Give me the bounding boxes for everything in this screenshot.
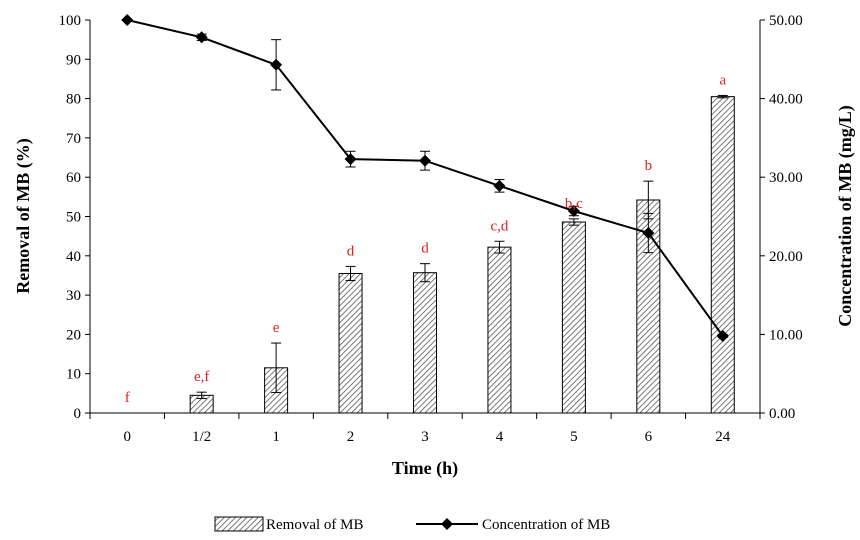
line-point	[493, 179, 506, 192]
line-point	[419, 154, 431, 167]
significance-label: a	[719, 72, 726, 88]
line-point	[567, 204, 580, 217]
legend: Removal of MB Concentration of MB	[214, 516, 610, 533]
y-left-tick-label: 100	[59, 13, 82, 29]
significance-label: b,c	[565, 196, 583, 212]
line-point	[716, 329, 729, 342]
line-point	[121, 14, 134, 26]
y-axis-right-title: Concentration of MB (mg/L)	[835, 105, 856, 326]
x-tick-label: 0	[123, 429, 131, 445]
significance-label: c,d	[490, 218, 508, 234]
y-left-tick-label: 60	[66, 170, 81, 186]
legend-diamond-marker	[441, 518, 453, 530]
y-left-tick-label: 70	[66, 131, 81, 147]
x-tick-label: 1	[272, 429, 280, 445]
y-left-tick-label: 10	[66, 367, 81, 383]
x-tick-label: 3	[421, 429, 429, 445]
line-point	[344, 153, 357, 166]
bars-layer	[189, 96, 735, 414]
line-point	[270, 58, 283, 71]
bar	[561, 221, 586, 414]
y-right-tick-label: 40.00	[769, 92, 803, 108]
axes-layer: 01020304050607080901000.0010.0020.0030.0…	[59, 13, 803, 445]
x-tick-label: 4	[496, 429, 504, 445]
line-point	[195, 31, 208, 44]
legend-label-removal: Removal of MB	[266, 517, 364, 533]
y-left-tick-label: 40	[66, 249, 81, 265]
y-right-tick-label: 0.00	[769, 406, 795, 422]
y-right-tick-label: 30.00	[769, 170, 803, 186]
y-left-tick-label: 50	[66, 210, 81, 226]
bar	[413, 272, 437, 414]
y-axis-left-title: Removal of MB (%)	[13, 138, 34, 293]
legend-bar-swatch	[214, 516, 264, 532]
y-left-tick-label: 20	[66, 327, 81, 343]
x-tick-label: 5	[570, 429, 578, 445]
y-left-tick-label: 0	[74, 406, 82, 422]
significance-label: b	[645, 158, 653, 174]
significance-label: e	[273, 320, 280, 336]
significance-label: d	[421, 241, 429, 257]
labels-layer: f e,f e d d c,d b,c b a	[125, 72, 727, 406]
x-tick-label: 2	[347, 429, 355, 445]
bar	[487, 246, 512, 414]
bar	[710, 96, 735, 414]
line-layer	[121, 14, 729, 342]
x-tick-label: 1/2	[192, 429, 211, 445]
bar-errors-layer	[196, 94, 728, 399]
y-left-tick-label: 90	[66, 52, 81, 68]
bar	[338, 272, 363, 414]
significance-label: f	[125, 390, 130, 406]
significance-label: e,f	[194, 369, 209, 385]
y-right-tick-label: 20.00	[769, 249, 803, 265]
legend-label-concentration: Concentration of MB	[482, 517, 610, 533]
x-tick-label: 6	[645, 429, 653, 445]
y-right-tick-label: 10.00	[769, 327, 803, 343]
y-left-tick-label: 30	[66, 288, 81, 304]
x-axis-title: Time (h)	[392, 458, 458, 479]
x-tick-label: 24	[715, 429, 731, 445]
y-left-tick-label: 80	[66, 92, 81, 108]
y-right-tick-label: 50.00	[769, 13, 803, 29]
line-point	[642, 227, 655, 240]
significance-label: d	[347, 243, 355, 259]
